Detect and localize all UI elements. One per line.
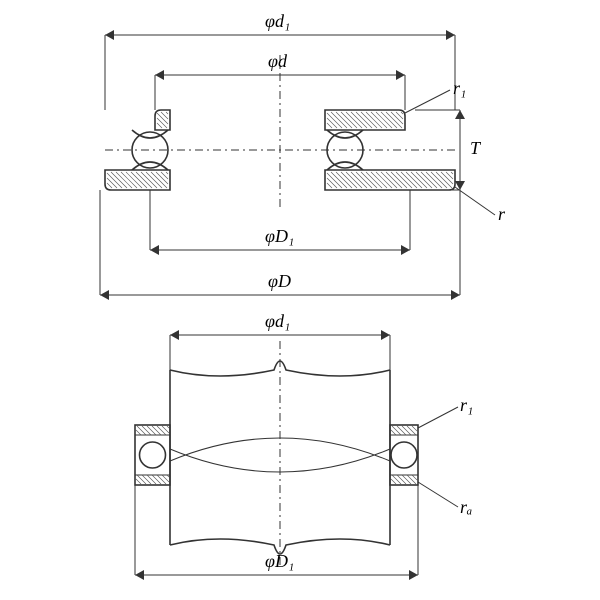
label-d: φd (268, 51, 287, 72)
label-D: φD (268, 271, 291, 292)
label-T: T (470, 138, 480, 159)
label-D1-1: φD₁ (265, 226, 294, 247)
label-d1-2: φd₁ (265, 311, 290, 332)
label-ra: rₐ (460, 497, 472, 518)
label-d1-1: φd₁ (265, 11, 290, 32)
label-r: r (498, 204, 505, 225)
diagram-stage: φd₁ φd φD₁ φD Tr₁ r φd₁ φD₁ r₁ rₐ (0, 0, 600, 600)
label-D1-2: φD₁ (265, 551, 294, 572)
diagram-svg (0, 0, 600, 600)
label-r1-2: r₁ (460, 395, 473, 416)
label-r1-1: r₁ (453, 78, 466, 99)
